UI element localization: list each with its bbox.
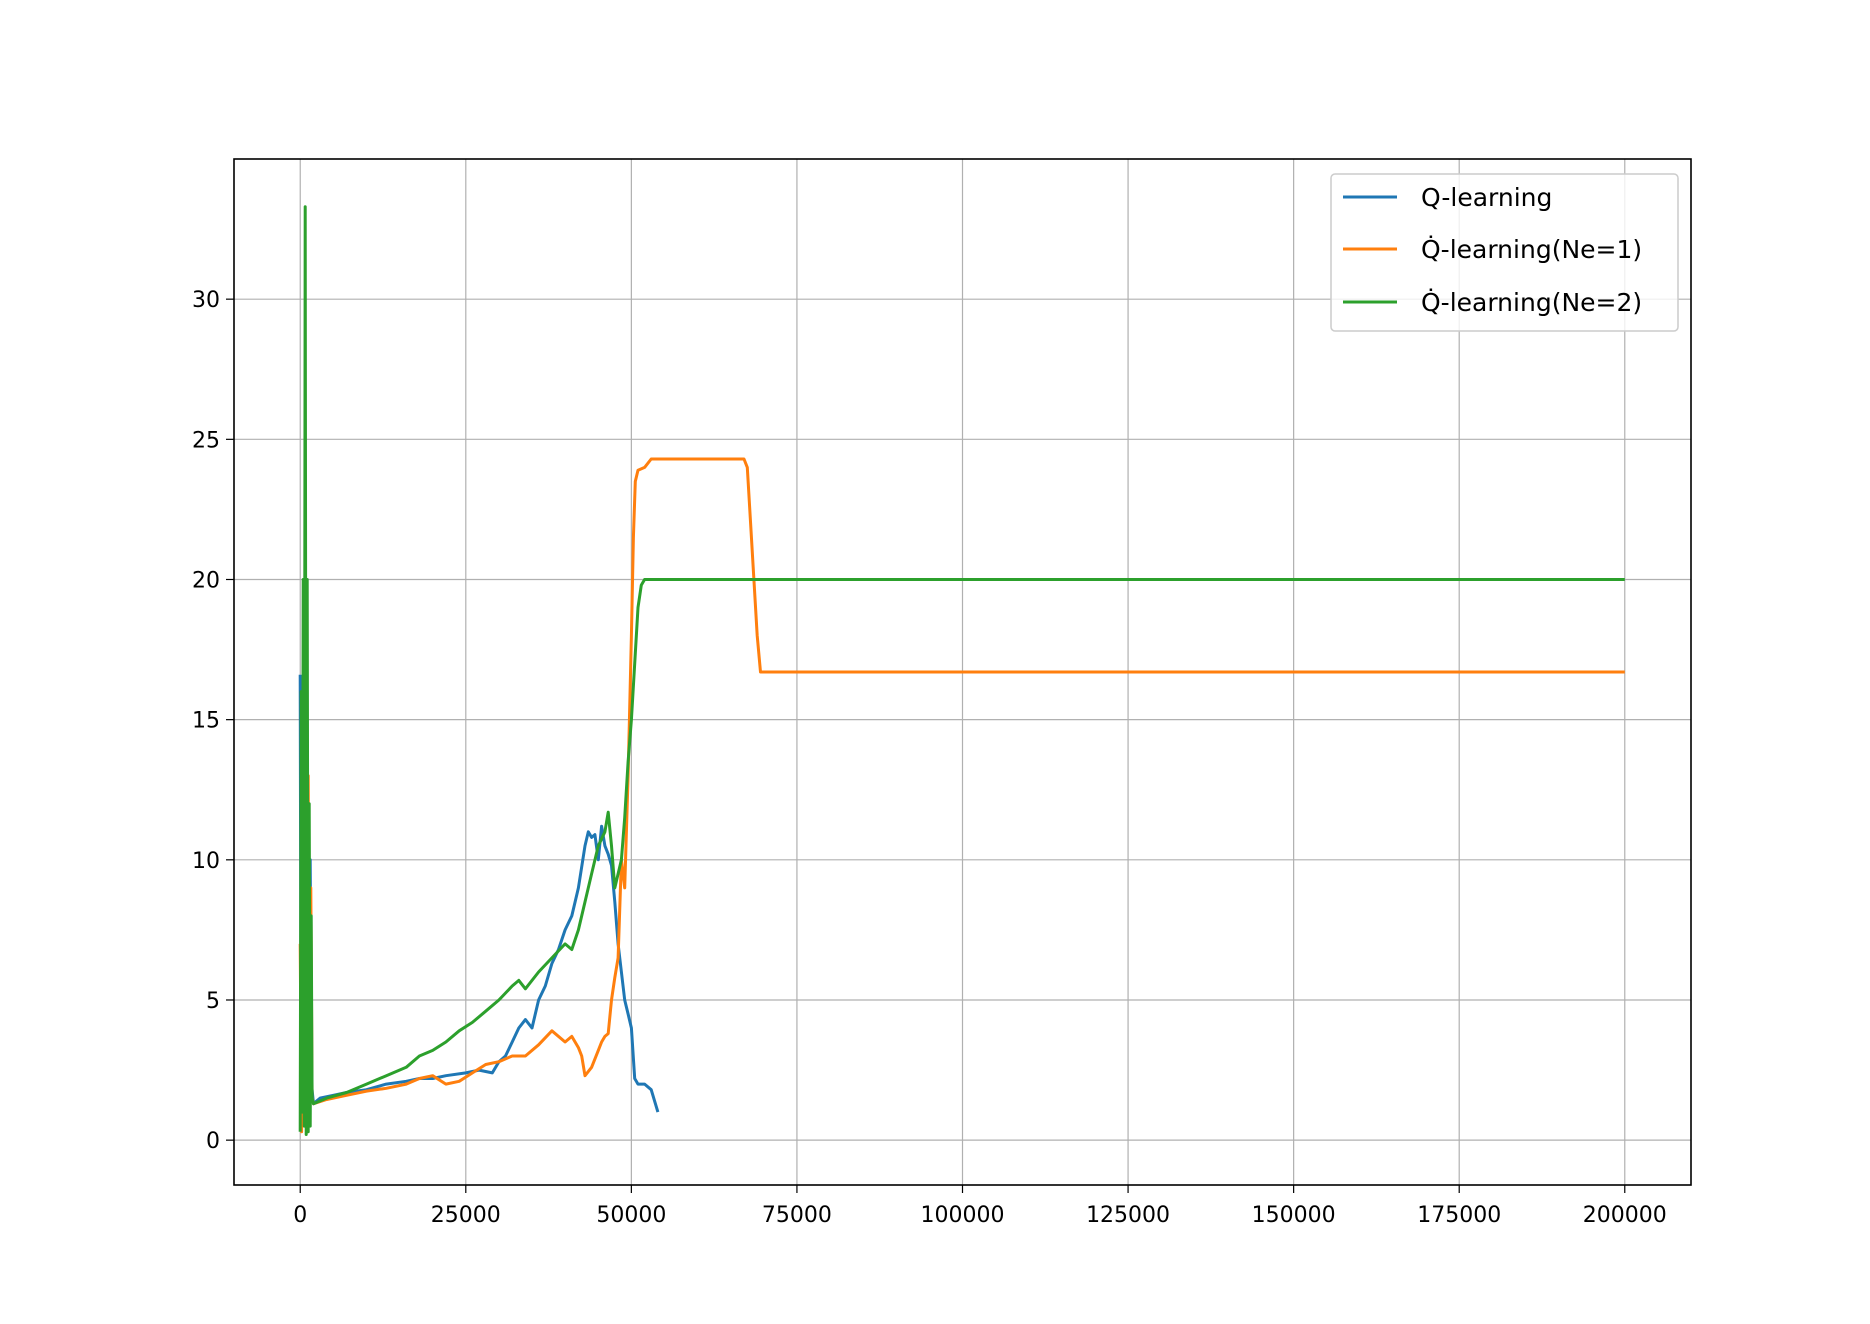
x-tick-label: 50000 — [596, 1203, 666, 1228]
legend-box — [1330, 173, 1679, 332]
x-tick-label: 25000 — [431, 1203, 501, 1228]
y-axis: 0 5 10 15 20 25 30 — [192, 288, 234, 1154]
series-lines — [298, 205, 1625, 1136]
legend-label-q-dot-ne2: Q̇-learning(Ne=2) — [1421, 288, 1642, 317]
x-tick-label: 100000 — [921, 1203, 1005, 1228]
x-tick-label: 150000 — [1252, 1203, 1336, 1228]
x-tick-label: 175000 — [1417, 1203, 1501, 1228]
y-tick-label: 20 — [192, 568, 220, 593]
y-tick-label: 25 — [192, 428, 220, 453]
x-tick-label: 200000 — [1583, 1203, 1667, 1228]
y-tick-label: 15 — [192, 709, 220, 734]
x-tick-label: 75000 — [762, 1203, 832, 1228]
y-tick-label: 10 — [192, 849, 220, 874]
x-tick-label: 0 — [293, 1203, 307, 1228]
x-tick-label: 125000 — [1086, 1203, 1170, 1228]
legend: Q-learning Q̇-learning(Ne=1) Q̇-learning… — [1330, 173, 1679, 332]
y-tick-label: 5 — [206, 989, 220, 1014]
y-tick-label: 0 — [206, 1129, 220, 1154]
legend-label-q-learning: Q-learning — [1421, 183, 1552, 212]
legend-label-q-dot-ne1: Q̇-learning(Ne=1) — [1421, 235, 1642, 264]
series-line-q-dot-ne2 — [298, 205, 1625, 1136]
x-axis: 0 25000 50000 75000 100000 125000 150000 175000… — [293, 1185, 1667, 1228]
y-tick-label: 30 — [192, 288, 220, 313]
